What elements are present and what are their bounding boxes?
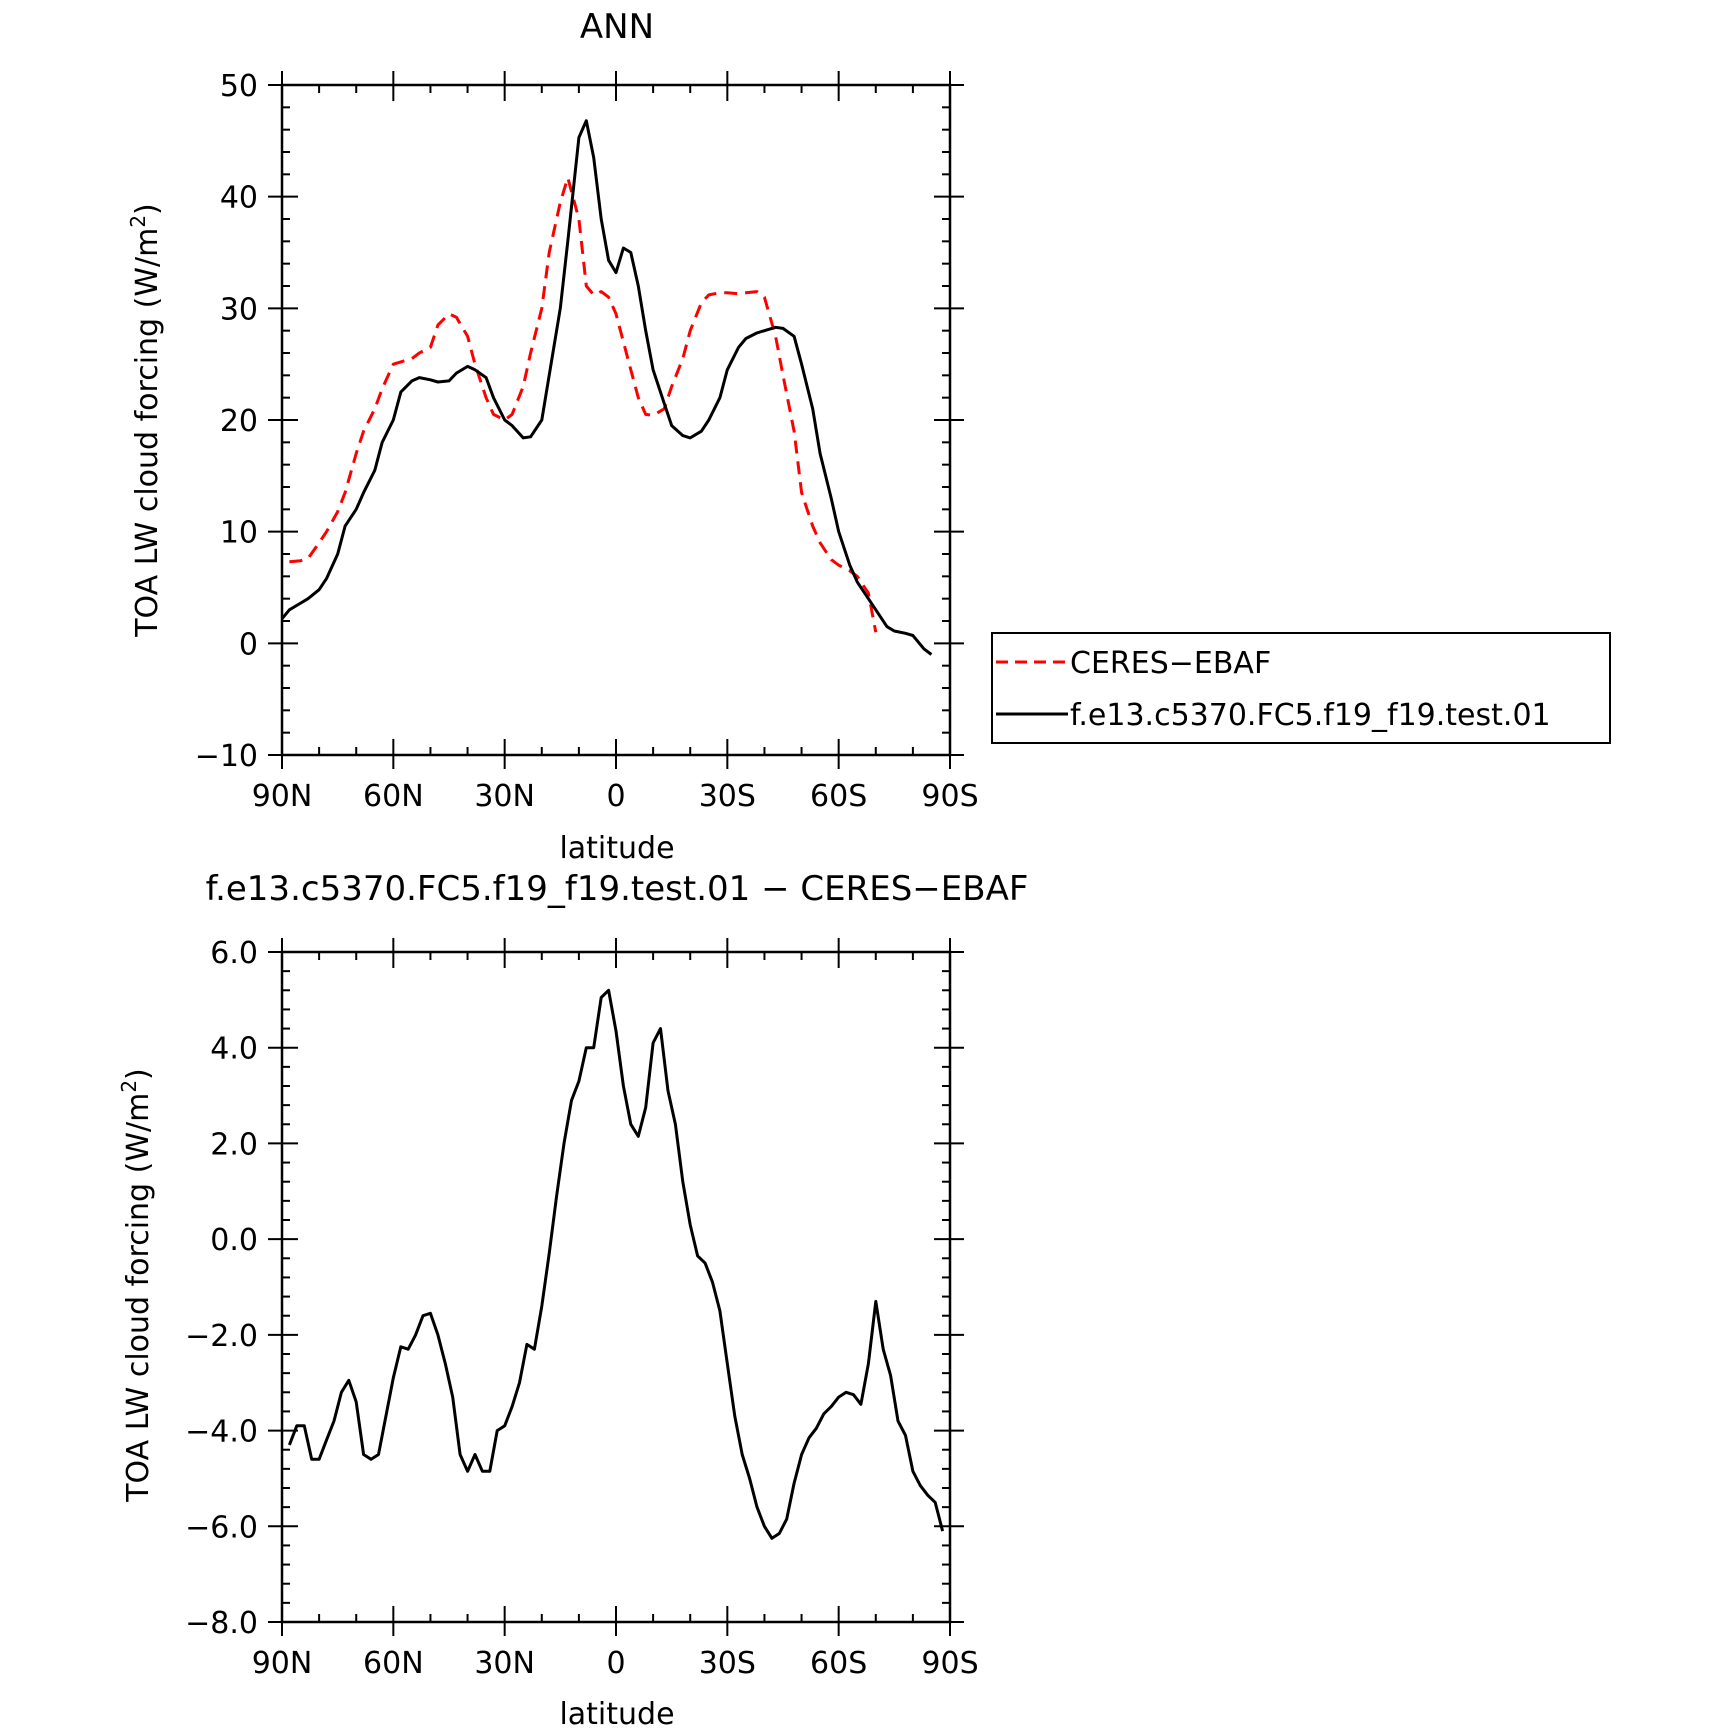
bottom-chart: f.e13.c5370.FC5.f19_f19.test.01 − CERES−… xyxy=(117,869,1028,1728)
legend: CERES−EBAF f.e13.c5370.FC5.f19_f19.test.… xyxy=(991,632,1611,744)
bottom-x-tick-label: 60S xyxy=(810,1646,867,1681)
top-y-tick-label: 30 xyxy=(220,292,258,327)
bottom-plot-frame xyxy=(280,950,952,1624)
top-y-axis-label-superscript: 2 xyxy=(126,215,150,228)
top-y-tick-label: 10 xyxy=(220,516,258,551)
top-x-axis-label: latitude xyxy=(559,831,674,866)
top-x-tick-label: 60S xyxy=(810,779,867,814)
bottom-chart-title: f.e13.c5370.FC5.f19_f19.test.01 − CERES−… xyxy=(206,869,1029,909)
bottom-x-tick-label: 90S xyxy=(921,1646,978,1681)
top-y-tick-label: 20 xyxy=(220,404,258,439)
top-y-axis-label-main: TOA LW cloud forcing (W/m xyxy=(130,228,165,638)
bottom-y-axis-label-end: ) xyxy=(121,1068,156,1080)
bottom-y-tick-label: −8.0 xyxy=(185,1606,258,1641)
bottom-y-tick-label: −2.0 xyxy=(185,1319,258,1354)
bottom-y-tick-label: 6.0 xyxy=(210,936,258,971)
bottom-y-tick-label: 0.0 xyxy=(210,1223,258,1258)
bottom-y-axis-label-superscript: 2 xyxy=(117,1080,141,1093)
bottom-y-tick-label: −4.0 xyxy=(185,1415,258,1450)
bottom-plot-area: 90N 60N 30N 0 30S 60S 90S −8.0 −6.0 −4.0 −2.0 0.0 2.… xyxy=(185,936,978,1681)
top-x-tick-label: 0 xyxy=(606,779,625,814)
top-x-tick-label: 90N xyxy=(252,779,313,814)
top-chart-title: ANN xyxy=(580,7,654,47)
top-y-tick-label: 40 xyxy=(220,181,258,216)
bottom-y-tick-label: 2.0 xyxy=(210,1127,258,1162)
legend-box xyxy=(991,632,1611,744)
bottom-x-tick-label: 90N xyxy=(252,1646,313,1681)
bottom-y-tick-label: 4.0 xyxy=(210,1032,258,1067)
top-y-tick-label: −10 xyxy=(195,739,258,774)
top-series-line-1 xyxy=(280,119,933,656)
top-x-tick-label: 60N xyxy=(363,779,424,814)
legend-label-ceres: CERES−EBAF xyxy=(1070,646,1271,681)
top-plot-frame xyxy=(280,83,952,757)
top-y-tick-label: 50 xyxy=(220,69,258,104)
bottom-x-axis-label: latitude xyxy=(559,1697,674,1728)
bottom-x-tick-label: 0 xyxy=(606,1646,625,1681)
top-x-tick-label: 30N xyxy=(474,779,535,814)
bottom-x-tick-label: 30S xyxy=(699,1646,756,1681)
top-chart: ANN 90N 60N 30N 0 30S 60S 90S −10 0 10 20 30 40 50 la… xyxy=(126,7,979,866)
top-x-tick-label: 90S xyxy=(921,779,978,814)
top-y-axis-label: TOA LW cloud forcing (W/m2) xyxy=(126,203,165,638)
bottom-y-tick-label: −6.0 xyxy=(185,1510,258,1545)
legend-label-model: f.e13.c5370.FC5.f19_f19.test.01 xyxy=(1070,698,1551,733)
top-x-tick-label: 30S xyxy=(699,779,756,814)
bottom-y-axis-label-main: TOA LW cloud forcing (W/m xyxy=(121,1093,156,1503)
bottom-x-tick-label: 30N xyxy=(474,1646,535,1681)
top-y-tick-label: 0 xyxy=(239,627,258,662)
bottom-series-line-0 xyxy=(288,988,945,1540)
top-y-axis-label-end: ) xyxy=(130,203,165,215)
top-series-line-0 xyxy=(289,176,878,633)
bottom-x-tick-label: 60N xyxy=(363,1646,424,1681)
bottom-y-axis-label: TOA LW cloud forcing (W/m2) xyxy=(117,1068,156,1503)
top-plot-area: 90N 60N 30N 0 30S 60S 90S −10 0 10 20 30 40 50 xyxy=(195,69,979,814)
